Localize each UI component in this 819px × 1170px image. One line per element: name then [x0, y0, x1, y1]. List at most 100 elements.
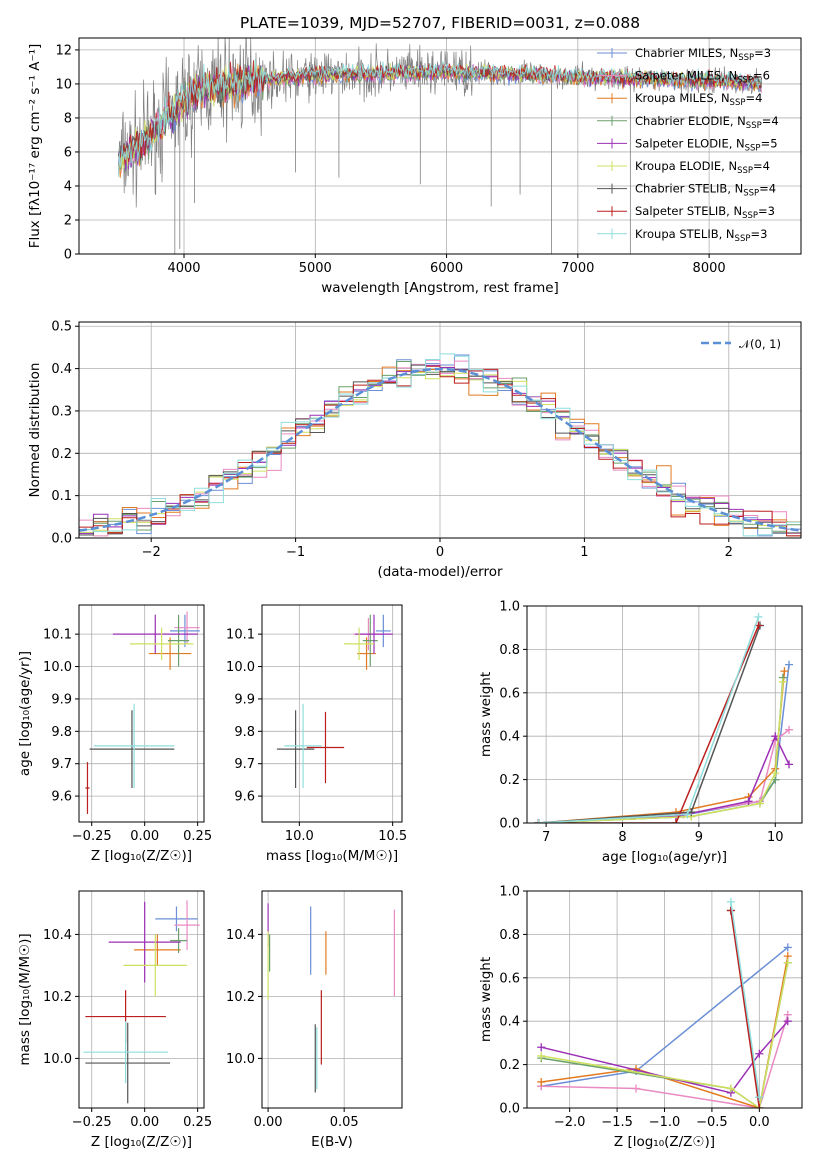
plus-marker — [534, 819, 543, 823]
grid — [262, 605, 402, 822]
x-tick-label: 10 — [767, 830, 784, 845]
x-axis-label: Z [log₁₀(Z/Z☉)] — [91, 1134, 192, 1150]
grid — [262, 891, 402, 1108]
legend-entry: Kroupa STELIB, NSSP=3 — [635, 227, 767, 244]
x-tick-label: 6000 — [430, 261, 463, 276]
y-tick-label: 9.8 — [51, 725, 72, 740]
x-axis-label: wavelength [Angstrom, rest frame] — [321, 280, 559, 296]
legend-entry: Chabrier ELODIE, NSSP=4 — [635, 114, 779, 131]
plus-marker — [726, 1084, 735, 1093]
legend-entry: Chabrier MILES, NSSP=3 — [635, 46, 771, 63]
y-tick-label: 0.2 — [51, 447, 72, 462]
y-tick-label: 10.1 — [226, 628, 255, 643]
series-salpeter-stelib — [534, 621, 763, 823]
y-tick-label: 9.7 — [51, 757, 72, 772]
y-tick-label: 0.4 — [51, 362, 72, 377]
y-tick-label: 0 — [64, 248, 72, 263]
series-kroupa-stelib — [534, 612, 763, 823]
errorbar-point-chabrier-stelib — [276, 710, 315, 788]
errorbar-point-salpeter-elodie — [108, 901, 181, 983]
errorbar-point-kroupa-miles — [148, 637, 192, 670]
plus-marker — [726, 897, 735, 906]
y-tick-label: 0.2 — [499, 1058, 520, 1073]
y-tick-label: 9.9 — [51, 692, 72, 707]
errorbar-point-kroupa-elodie — [344, 627, 374, 661]
y-tick-label: 10.4 — [43, 928, 72, 943]
legend-entry: Chabrier STELIB, NSSP=4 — [635, 182, 776, 199]
errorbar-point-salpeter-miles — [174, 900, 200, 950]
x-tick-label: 0.00 — [254, 1115, 283, 1130]
grid — [527, 605, 802, 824]
y-tick-label: 8 — [64, 111, 72, 126]
legend-entry: Salpeter STELIB, NSSP=3 — [635, 204, 775, 221]
legend-entry: 𝒩(0, 1) — [739, 337, 781, 351]
plus-marker — [683, 810, 692, 819]
y-axis-label: mass [log₁₀(M/M☉)] — [17, 933, 33, 1065]
axes-frame — [261, 890, 403, 1109]
legend-entry: Salpeter ELODIE, NSSP=5 — [635, 136, 778, 153]
grid — [79, 605, 204, 822]
x-tick-label: 8 — [618, 830, 626, 845]
y-tick-label: 9.8 — [234, 725, 255, 740]
errorbar-point-chabrier-elodie — [167, 614, 190, 667]
x-axis-label: mass [log₁₀(M/M☉)] — [266, 848, 398, 864]
y-tick-label: 10.1 — [43, 628, 72, 643]
y-tick-label: 10.2 — [43, 990, 72, 1005]
plus-marker — [755, 799, 764, 808]
y-tick-label: 9.6 — [51, 790, 72, 805]
x-axis-label: Z [log₁₀(Z/Z☉)] — [91, 848, 192, 864]
x-tick-label: 0.25 — [183, 1115, 212, 1130]
x-tick-label: 0.00 — [130, 829, 159, 844]
errorbar-point-chabrier-stelib — [89, 710, 175, 788]
errorbar-point-chabrier-miles — [170, 614, 200, 648]
errorbar-point-kroupa-stelib — [83, 1021, 168, 1084]
axes-frame — [78, 890, 205, 1109]
y-tick-label: 0.8 — [499, 928, 520, 943]
y-axis-label: age [log₁₀(age/yr)] — [17, 651, 33, 776]
plot-area — [83, 900, 200, 1104]
axes-frame — [526, 605, 803, 824]
errorbar-point-kroupa-stelib — [93, 703, 175, 788]
plot-area — [537, 897, 792, 1108]
plus-marker — [755, 1104, 764, 1108]
errorbar-point-salpeter-elodie — [112, 614, 198, 654]
errorbar-point-kroupa-miles — [134, 934, 181, 966]
y-tick-label: 1.0 — [499, 885, 520, 900]
y-tick-label: 10.0 — [43, 1052, 72, 1067]
chart-weight-vs-Z: −2.0 −1.5 −1.0 −0.5 0.0 0.0 0.2 0.4 0.6 0.8 1.0 Z [… — [478, 885, 803, 1150]
y-tick-label: 0.4 — [499, 730, 520, 745]
x-axis-label: (data-model)/error — [377, 564, 503, 580]
y-tick-label: 9.9 — [234, 692, 255, 707]
plus-marker — [785, 660, 794, 669]
y-tick-label: 10.0 — [43, 660, 72, 675]
residual-histogram-kroupa-elodie — [79, 372, 801, 537]
plus-marker — [632, 1084, 641, 1093]
x-tick-label: 7 — [542, 830, 550, 845]
x-tick-label: 0 — [436, 545, 444, 560]
x-tick-label: 10.5 — [378, 829, 407, 844]
y-tick-label: 0.1 — [51, 489, 72, 504]
x-tick-label: 10.0 — [285, 829, 314, 844]
y-tick-label: 0.0 — [499, 817, 520, 832]
errorbar-point-chabrier-elodie — [170, 928, 188, 953]
plus-marker — [785, 760, 794, 769]
y-tick-label: 0.3 — [51, 404, 72, 419]
errorbar-point-kroupa-miles — [357, 637, 376, 670]
y-tick-label: 10.2 — [226, 990, 255, 1005]
x-tick-label: 5000 — [299, 261, 332, 276]
series-salpeter-miles — [534, 725, 794, 823]
plus-marker — [537, 1043, 546, 1052]
grid — [79, 891, 204, 1108]
y-axis-label: Flux [fλ10⁻¹⁷ erg cm⁻² s⁻¹ A⁻¹] — [27, 44, 43, 249]
plus-marker — [754, 612, 763, 621]
chart-mass-vs-Z: −0.25 0.00 0.25 10.0 10.2 10.4 Z [log₁₀(Z/Z☉)]… — [17, 890, 212, 1150]
errorbar-point-chabrier-stelib — [85, 1022, 171, 1104]
legend-entry: Salpeter MILES, NSSP=6 — [635, 69, 770, 86]
plus-marker — [771, 769, 780, 778]
legend-entry: Kroupa MILES, NSSP=4 — [635, 91, 762, 108]
y-tick-label: 0.5 — [51, 320, 72, 335]
axes-frame — [78, 37, 802, 255]
plus-marker — [783, 958, 792, 967]
y-tick-label: 10.0 — [226, 660, 255, 675]
